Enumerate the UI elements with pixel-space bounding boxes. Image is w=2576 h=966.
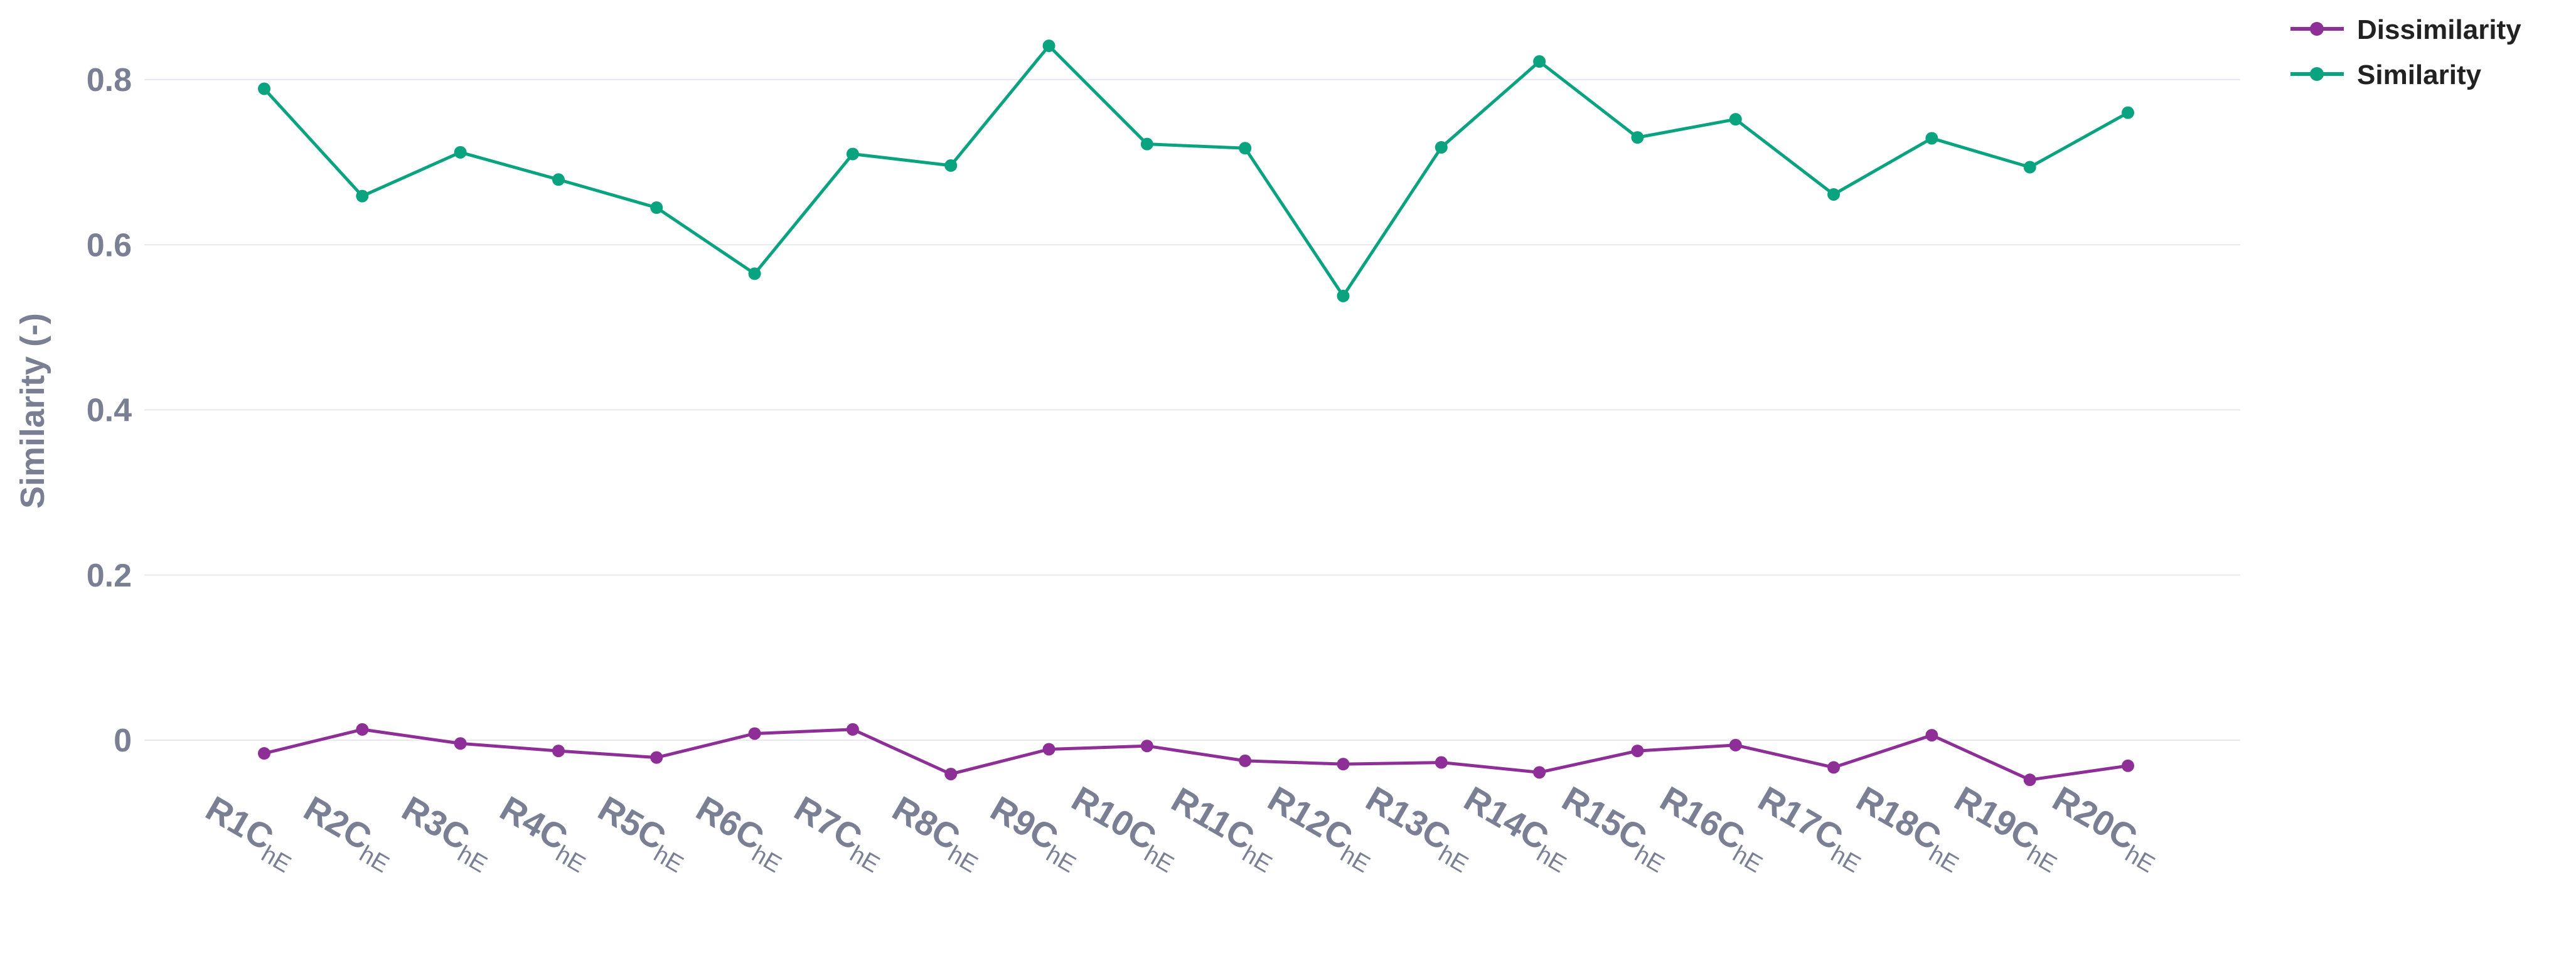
- y-tick-label: 0.4: [87, 393, 132, 429]
- x-tick-label: R3ChE: [392, 788, 501, 878]
- data-point[interactable]: [1631, 745, 1644, 758]
- data-point[interactable]: [1435, 141, 1448, 154]
- data-point[interactable]: [1533, 766, 1546, 779]
- x-tick-label: R2ChE: [294, 788, 404, 878]
- series-layer: [258, 40, 2134, 787]
- data-point[interactable]: [944, 767, 958, 780]
- data-point[interactable]: [552, 745, 565, 758]
- x-tick-label: R10ChE: [1062, 778, 1188, 878]
- y-tick-label: 0: [114, 723, 132, 759]
- y-axis-title: Similarity (-): [14, 313, 51, 509]
- x-tick-label: R4ChE: [490, 788, 599, 878]
- data-point[interactable]: [1729, 738, 1742, 751]
- data-point[interactable]: [2122, 106, 2134, 119]
- data-point[interactable]: [552, 173, 565, 186]
- legend-marker-icon: [2310, 22, 2324, 36]
- data-point[interactable]: [1925, 132, 1938, 145]
- data-point[interactable]: [1827, 188, 1841, 201]
- data-point[interactable]: [2023, 773, 2036, 787]
- data-point[interactable]: [1729, 113, 1742, 126]
- x-tick-label: R19ChE: [1945, 778, 2071, 878]
- data-point[interactable]: [454, 146, 467, 159]
- legend-label: Dissimilarity: [2357, 14, 2521, 45]
- x-tick-label: R15ChE: [1553, 778, 1679, 878]
- data-point[interactable]: [846, 147, 859, 161]
- x-tick-label: R8ChE: [882, 788, 991, 878]
- x-tick-label: R17ChE: [1748, 778, 1874, 878]
- data-point[interactable]: [846, 723, 859, 736]
- data-point[interactable]: [454, 737, 467, 750]
- y-tick-label: 0.2: [87, 558, 132, 594]
- x-tick-label: R5ChE: [588, 788, 697, 878]
- x-tick-label: R20ChE: [2043, 778, 2169, 878]
- legend-item-similarity[interactable]: Similarity: [2290, 60, 2482, 90]
- data-point[interactable]: [1925, 729, 1938, 742]
- data-point[interactable]: [650, 201, 663, 215]
- data-point[interactable]: [1140, 740, 1153, 753]
- data-point[interactable]: [944, 159, 958, 172]
- legend-marker-icon: [2310, 67, 2324, 81]
- data-point[interactable]: [650, 751, 663, 764]
- data-point[interactable]: [1337, 289, 1350, 302]
- data-point[interactable]: [1435, 756, 1448, 769]
- x-tick-label: R18ChE: [1847, 778, 1973, 878]
- data-point[interactable]: [1140, 137, 1153, 151]
- data-point[interactable]: [1239, 754, 1252, 767]
- legend-label: Similarity: [2357, 60, 2482, 90]
- series-similarity: [258, 40, 2134, 302]
- legend-item-dissimilarity[interactable]: Dissimilarity: [2290, 14, 2521, 45]
- legend[interactable]: Dissimilarity Similarity: [2290, 14, 2521, 90]
- data-point[interactable]: [2023, 161, 2036, 174]
- data-point[interactable]: [1533, 55, 1546, 68]
- data-point[interactable]: [1337, 758, 1350, 771]
- series-dissimilarity: [258, 723, 2134, 787]
- y-tick-label: 0.8: [87, 62, 132, 98]
- data-point[interactable]: [1827, 761, 1841, 774]
- data-point[interactable]: [1239, 142, 1252, 155]
- data-point[interactable]: [356, 189, 369, 203]
- data-point[interactable]: [258, 747, 270, 760]
- data-point[interactable]: [258, 82, 270, 95]
- y-axis-ticks: 0 0.2 0.4 0.6 0.8: [87, 62, 132, 759]
- x-tick-label: R11ChE: [1162, 780, 1286, 878]
- x-tick-label: R12ChE: [1258, 778, 1384, 878]
- x-tick-label: R6ChE: [687, 788, 796, 878]
- data-point[interactable]: [1042, 40, 1056, 53]
- series-line: [264, 728, 2129, 782]
- x-tick-label: R14ChE: [1454, 778, 1580, 878]
- x-tick-label: R16ChE: [1650, 778, 1777, 878]
- x-tick-label: R1ChE: [196, 788, 305, 878]
- data-point[interactable]: [2122, 759, 2134, 772]
- data-point[interactable]: [748, 727, 761, 740]
- y-tick-label: 0.6: [87, 227, 132, 263]
- grid-lines: [144, 79, 2240, 741]
- x-tick-label: R13ChE: [1356, 778, 1482, 878]
- data-point[interactable]: [1631, 131, 1644, 144]
- data-point[interactable]: [748, 267, 761, 280]
- series-line: [263, 44, 2129, 298]
- x-axis-ticks: R1ChER2ChER3ChER4ChER5ChER6ChER7ChER8ChE…: [196, 778, 2169, 878]
- data-point[interactable]: [1042, 743, 1056, 756]
- data-point[interactable]: [356, 723, 369, 736]
- x-tick-label: R7ChE: [784, 788, 894, 878]
